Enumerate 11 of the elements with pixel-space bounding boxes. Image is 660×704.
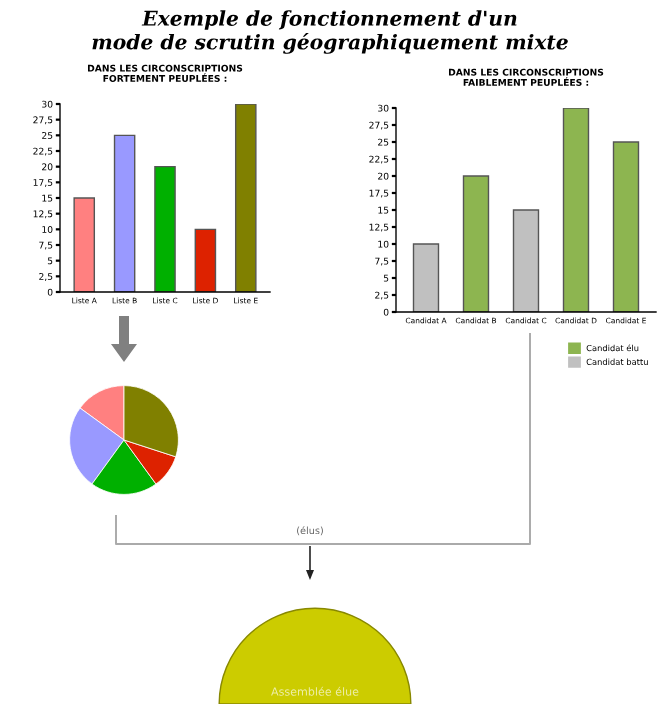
bar — [562, 108, 590, 312]
text: Exemple de fonctionnement d'un mode de scrutin géographiquement mixte — [92, 10, 568, 54]
bar — [462, 175, 490, 312]
bar — [234, 104, 257, 292]
bar — [154, 165, 176, 292]
bar — [113, 134, 136, 292]
bar — [612, 141, 640, 312]
bar — [412, 243, 440, 312]
bar — [73, 197, 96, 292]
bar — [194, 228, 217, 292]
bar — [512, 209, 540, 312]
